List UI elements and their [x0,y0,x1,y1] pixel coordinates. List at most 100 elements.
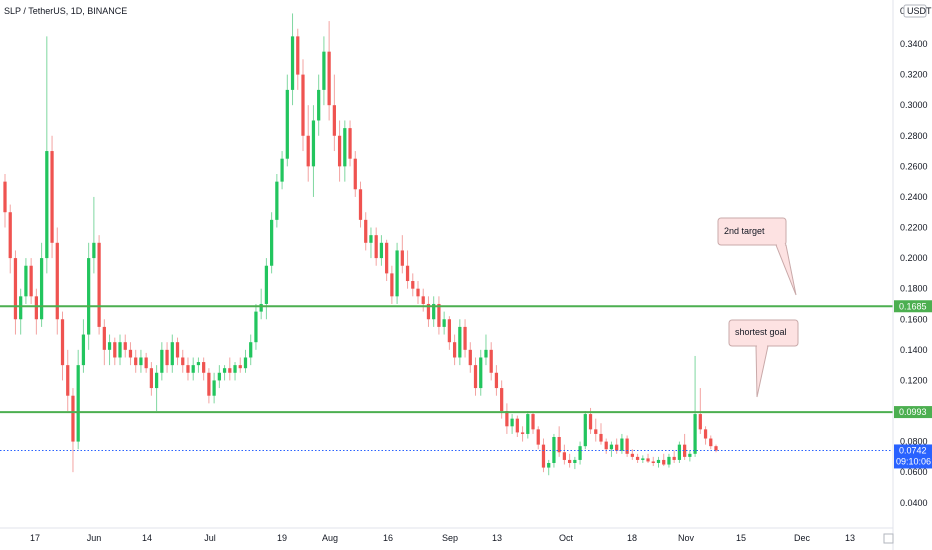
candle-body [693,414,697,454]
candle-body [55,242,59,320]
candle-body [615,444,619,451]
candle [296,28,300,90]
candle-body [233,365,237,373]
candle-body [154,372,159,389]
candle [583,411,587,450]
candle [567,453,572,468]
callout-box [717,217,787,246]
candle-body [348,128,352,159]
candle [656,456,661,468]
candle-body [411,281,415,289]
candle-body [243,357,248,369]
callout-text: 2nd target [724,226,765,236]
price-axis-zero-label: 0 [900,6,905,16]
price-axis[interactable]: 0.3400 0.3200 0.3000 0.2800 0.2600 0.2400 0.22… [892,0,932,550]
candle [437,296,441,335]
time-tick-label: 15 [736,533,746,543]
candle [207,368,211,404]
candle-body [29,265,33,297]
candle-body [714,446,718,451]
candle [212,372,216,404]
candle-body [709,438,713,447]
candle [688,450,692,462]
candle [547,459,551,476]
candle-body [620,438,624,451]
candle-body [541,444,546,468]
candle-body [50,151,54,243]
candle-body [71,395,75,442]
candle-body [358,189,363,220]
candle-body [144,357,148,369]
candle-body [165,349,169,366]
price-tick-label: 0.3200 [900,70,928,80]
candle-body [19,296,23,320]
candle [364,212,368,251]
candle [3,173,7,228]
candle [635,453,640,463]
candle-body [118,342,122,358]
candle [520,426,525,442]
candle [395,242,399,304]
candle-body [212,380,216,396]
candle [369,227,373,259]
range-marker [883,533,894,544]
candle [625,435,629,457]
candle [254,303,258,350]
candle-body [557,436,561,453]
candle [76,349,80,450]
candle [385,239,389,282]
candle-body [139,357,143,366]
candle-body [641,458,645,460]
candle-body [651,461,655,463]
candle [45,36,49,274]
candle-body [34,296,38,320]
candle-body [170,342,174,366]
price-tick-label: 0.1600 [900,314,928,324]
candle-body [463,326,467,350]
candle-body [270,219,274,266]
price-tick-label: 0.2800 [900,131,928,141]
level-tag-label: 0.0993 [899,407,927,417]
candle [348,120,352,167]
candle [186,357,190,381]
candle-body [39,258,44,320]
candle [484,334,488,366]
candle [416,281,420,304]
time-tick-label: 18 [627,533,637,543]
candle [337,120,342,182]
candle [290,13,295,106]
candle [458,319,462,366]
candle-body [186,365,190,373]
candle [646,453,650,463]
time-axis[interactable]: 17 Jun 14 Jul 19 Aug 16 Sep 13 Oct 18 Nov 15 Dec 13 [0,527,894,544]
candle-body [683,444,687,457]
time-tick-label: 16 [383,533,393,543]
price-tick-label: 0.0400 [900,498,928,508]
candle [81,319,86,373]
candle-body [452,342,457,358]
candle-body [290,36,295,90]
candle-body [175,342,180,358]
candle-body [625,438,629,454]
candle-body [128,349,133,358]
candle-body [468,349,472,366]
level-tag-label: 0.1685 [899,301,927,311]
candle-body [217,372,221,381]
candle [432,296,436,327]
candle-body [113,342,117,358]
candle [494,365,499,396]
candle [390,265,394,304]
candle-body [259,303,263,312]
candle-body [337,135,342,167]
candle-body [656,459,661,463]
callout-text: shortest goal [735,327,787,337]
candle-body [594,429,598,434]
candle-body [76,365,80,442]
candle [468,342,472,373]
candle-body [343,128,347,167]
candle-series [3,13,718,476]
candle [332,74,336,152]
candle-body [181,357,185,366]
